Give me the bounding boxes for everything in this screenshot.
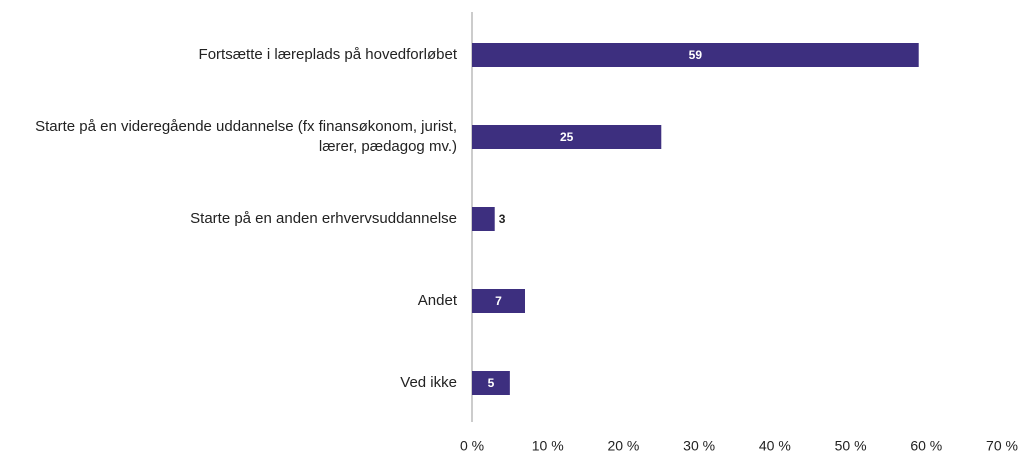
data-label: 25 (560, 130, 574, 144)
category-label: Ved ikke (400, 374, 457, 391)
x-tick-label: 30 % (683, 438, 715, 454)
x-tick-label: 10 % (532, 438, 564, 454)
x-tick-label: 0 % (460, 438, 484, 454)
x-tick-label: 70 % (986, 438, 1018, 454)
x-tick-label: 50 % (835, 438, 867, 454)
data-label: 7 (495, 294, 502, 308)
category-label: Starte på en videregående uddannelse (fx… (35, 118, 457, 155)
category-label: Starte på en anden erhvervsuddannelse (190, 210, 457, 227)
data-label: 59 (689, 48, 703, 62)
data-label: 5 (488, 376, 495, 390)
x-tick-label: 40 % (759, 438, 791, 454)
bar (472, 371, 510, 395)
category-label: Andet (417, 292, 457, 309)
x-tick-label: 60 % (910, 438, 942, 454)
bar (472, 43, 919, 67)
x-tick-label: 20 % (607, 438, 639, 454)
category-label: Fortsætte i læreplads på hovedforløbet (198, 46, 457, 63)
bar (472, 207, 495, 231)
data-label: 3 (499, 212, 506, 226)
bar (472, 125, 662, 149)
bar (472, 289, 525, 313)
